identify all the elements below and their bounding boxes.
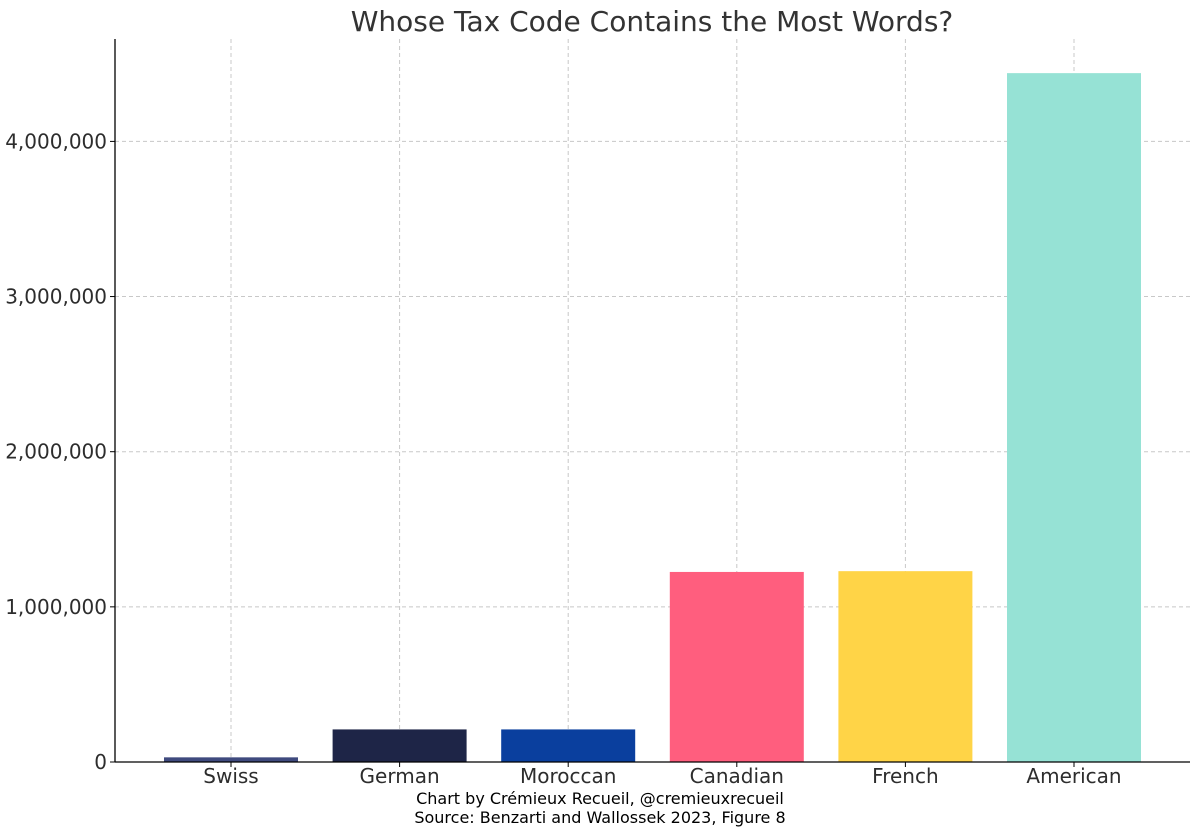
x-tick-label: Swiss	[203, 764, 258, 788]
source-text: Source: Benzarti and Wallossek 2023, Fig…	[414, 808, 785, 827]
y-tick-label: 4,000,000	[5, 129, 107, 153]
bar-swiss	[164, 757, 298, 762]
y-tick-label: 2,000,000	[5, 440, 107, 464]
x-tick-label: American	[1026, 764, 1121, 788]
bar-french	[838, 571, 973, 762]
ticks-layer: 0 1,000,000 2,000,000 3,000,000 4,000,000 Swi…	[5, 129, 1121, 788]
axes-layer	[114, 39, 1190, 763]
y-tick-label: 0	[94, 750, 107, 774]
y-tick-label: 1,000,000	[5, 595, 107, 619]
credit-text: Chart by Crémieux Recueil, @cremieuxrecu…	[416, 789, 784, 808]
bar-moroccan	[501, 729, 636, 762]
x-tick-label: Canadian	[690, 764, 784, 788]
bar-canadian	[669, 571, 804, 762]
x-tick-label: French	[872, 764, 938, 788]
x-tick-label: German	[360, 764, 440, 788]
bar-german	[332, 729, 467, 762]
bar-american	[1007, 73, 1141, 762]
y-tick-label: 3,000,000	[5, 285, 107, 309]
chart-title: Whose Tax Code Contains the Most Words?	[351, 5, 954, 38]
bars-layer	[164, 73, 1141, 762]
x-tick-label: Moroccan	[520, 764, 616, 788]
